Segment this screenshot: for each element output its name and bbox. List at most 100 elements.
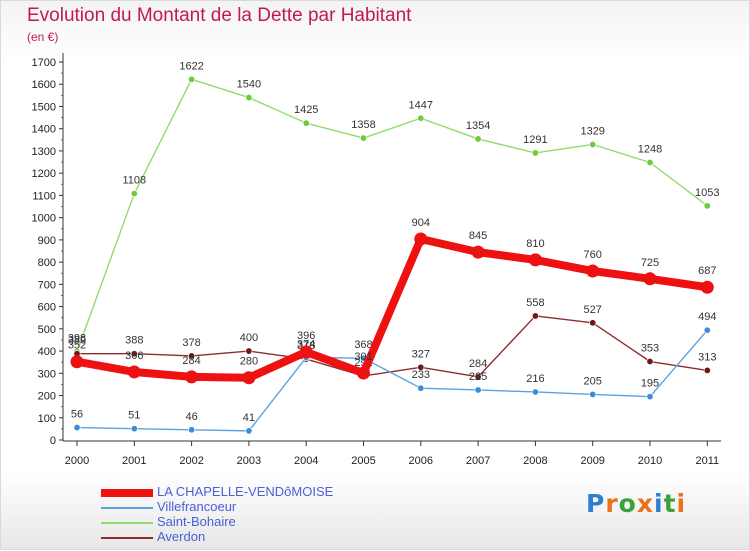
data-point	[646, 393, 654, 401]
data-label: 1358	[351, 119, 375, 131]
y-tick-label: 1200	[32, 168, 56, 180]
data-label: 725	[641, 257, 659, 269]
data-point	[474, 386, 482, 394]
y-tick-label: 400	[38, 346, 56, 358]
chart-unit: (en €)	[27, 30, 59, 44]
data-label: 1248	[638, 144, 662, 156]
series-line	[76, 315, 708, 378]
x-tick-label: 2010	[638, 455, 662, 467]
data-label: 225	[469, 371, 487, 383]
x-tick-label: 2003	[237, 455, 261, 467]
data-point	[531, 388, 539, 396]
data-point	[188, 75, 196, 83]
data-point	[646, 159, 654, 167]
legend-item: LA CHAPELLE-VENDôMOISE	[101, 484, 421, 500]
y-tick-label: 1000	[32, 213, 56, 225]
data-point	[703, 366, 711, 374]
y-tick-label: 1600	[32, 79, 56, 91]
series-line	[76, 78, 708, 353]
y-tick-label: 1300	[32, 146, 56, 158]
data-label: 904	[412, 217, 430, 229]
legend-item: Averdon	[101, 529, 421, 545]
y-tick-label: 100	[38, 413, 56, 425]
data-label: 494	[698, 311, 716, 323]
x-tick-label: 2001	[122, 455, 146, 467]
data-point	[417, 363, 425, 371]
data-label: 195	[641, 378, 659, 390]
data-label: 352	[68, 340, 86, 352]
data-label: 353	[641, 343, 659, 355]
chart-title: Evolution du Montant de la Dette par Hab…	[27, 5, 412, 26]
data-label: 233	[412, 369, 430, 381]
data-point	[531, 312, 539, 320]
data-point	[700, 280, 714, 294]
data-point	[589, 319, 597, 327]
data-label: 1447	[409, 99, 433, 111]
data-point	[73, 424, 81, 432]
data-point	[474, 135, 482, 143]
chart-legend: LA CHAPELLE-VENDôMOISE Villefrancoeur Sain…	[101, 484, 421, 545]
data-label: 845	[469, 230, 487, 242]
data-point	[586, 264, 600, 278]
data-label: 327	[412, 348, 430, 360]
data-point	[188, 426, 196, 434]
y-tick-label: 700	[38, 279, 56, 291]
y-tick-label: 800	[38, 257, 56, 269]
data-point	[299, 345, 313, 359]
data-point	[417, 114, 425, 122]
data-label: 1622	[179, 60, 203, 72]
data-label: 558	[526, 297, 544, 309]
legend-swatch	[101, 489, 153, 497]
data-label: 378	[182, 337, 200, 349]
data-point	[531, 149, 539, 157]
data-point	[589, 140, 597, 148]
data-label: 313	[698, 351, 716, 363]
data-label: 810	[526, 238, 544, 250]
x-tick-label: 2004	[294, 455, 318, 467]
data-label: 51	[128, 410, 140, 422]
data-point	[242, 371, 256, 385]
y-tick-label: 1700	[32, 57, 56, 69]
data-point	[359, 134, 367, 142]
x-tick-label: 2009	[580, 455, 604, 467]
y-tick-label: 300	[38, 368, 56, 380]
x-tick-label: 2002	[179, 455, 203, 467]
data-label: 284	[182, 355, 200, 367]
data-point	[127, 365, 141, 379]
data-label: 205	[584, 375, 602, 387]
data-label: 306	[125, 350, 143, 362]
y-tick-label: 1400	[32, 124, 56, 136]
data-label: 301	[354, 351, 372, 363]
data-label: 687	[698, 265, 716, 277]
data-point	[70, 355, 84, 369]
data-label: 368	[354, 339, 372, 351]
data-point	[414, 232, 428, 246]
data-label: 389	[68, 335, 86, 347]
data-label: 396	[297, 330, 315, 342]
y-tick-label: 500	[38, 324, 56, 336]
legend-label: LA CHAPELLE-VENDôMOISE	[157, 484, 334, 499]
data-point	[357, 366, 370, 380]
data-label: 760	[584, 249, 602, 261]
data-label: 1540	[237, 79, 261, 91]
data-label: 1425	[294, 104, 318, 116]
y-tick-label: 900	[38, 235, 56, 247]
legend-swatch	[101, 537, 153, 539]
x-tick-label: 2011	[695, 455, 719, 467]
x-tick-label: 2000	[65, 455, 89, 467]
data-label: 1108	[122, 175, 146, 187]
data-label: 400	[240, 332, 258, 344]
data-label: 41	[243, 412, 255, 424]
data-label: 1291	[523, 134, 547, 146]
data-label: 1354	[466, 120, 490, 132]
data-point	[245, 347, 253, 355]
legend-swatch	[101, 522, 153, 524]
data-label: 284	[469, 358, 487, 370]
data-label: 388	[125, 335, 143, 347]
series-line	[73, 234, 712, 382]
x-tick-label: 2008	[523, 455, 547, 467]
x-tick-label: 2006	[409, 455, 433, 467]
data-point	[528, 253, 542, 267]
legend-label: Villefrancoeur	[157, 499, 237, 514]
